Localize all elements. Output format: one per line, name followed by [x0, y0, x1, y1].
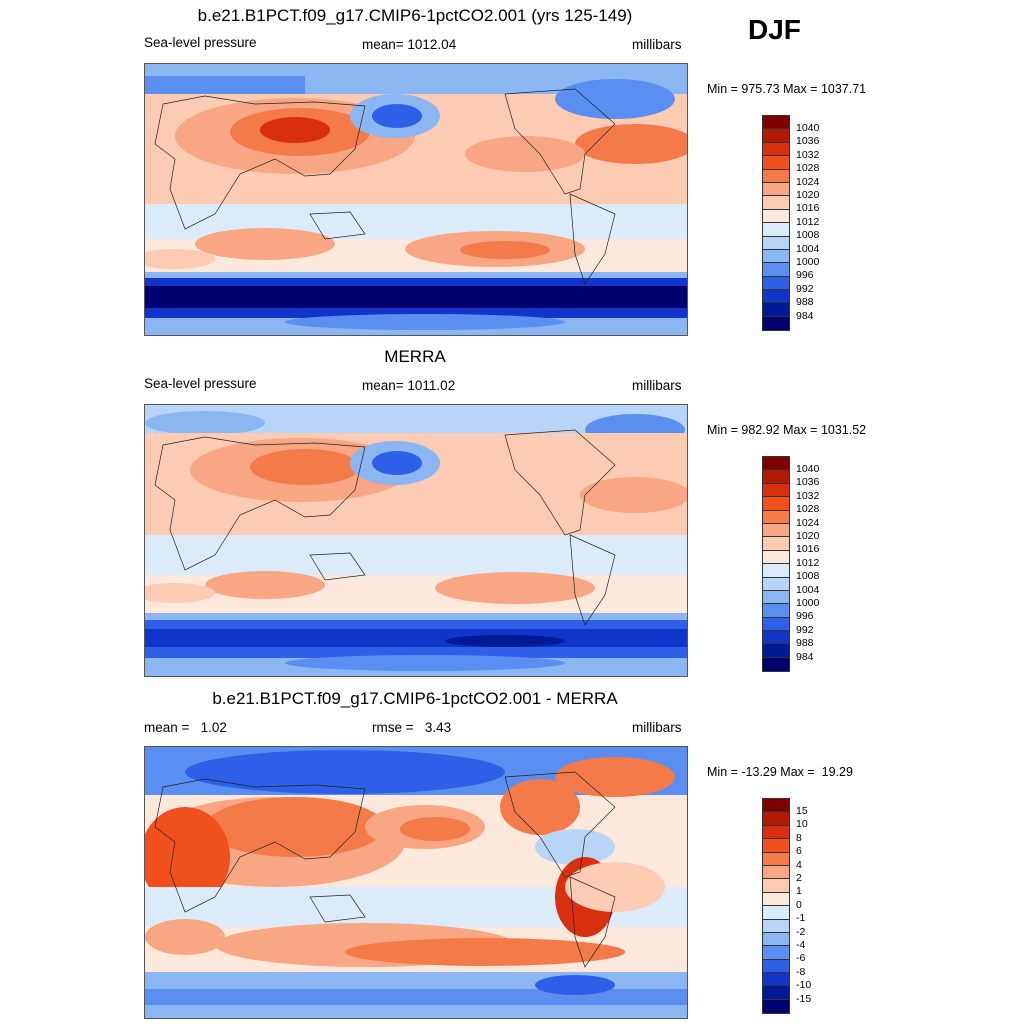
panel1-cb-label: 996	[796, 269, 814, 282]
panel2-cb-label: 1004	[796, 583, 820, 596]
panel2-map	[144, 404, 688, 677]
panel1-cb-label: 1016	[796, 202, 820, 215]
panel3-cb-label: -10	[796, 979, 812, 992]
panel1-minmax: Min = 975.73 Max = 1037.71	[707, 82, 867, 96]
panel1-cb-label: 1020	[796, 189, 820, 201]
panel2-cb-label: 996	[796, 610, 814, 623]
panel2-map-svg	[145, 405, 687, 676]
panel2-cb-label: 1016	[796, 543, 820, 556]
panel1-cb-label: 1032	[796, 148, 820, 161]
panel3-title: b.e21.B1PCT.f09_g17.CMIP6-1pctCO2.001 - …	[212, 689, 618, 708]
panel1-title: b.e21.B1PCT.f09_g17.CMIP6-1pctCO2.001 (y…	[197, 6, 633, 25]
panel3-cb-label: -2	[796, 925, 806, 938]
panel1-cb-label: 1004	[796, 242, 820, 255]
panel3-rmse-label: rmse = 3.43	[372, 720, 452, 735]
panel1-cb-label: 1036	[796, 135, 820, 148]
season-label: DJF	[748, 14, 801, 45]
panel1-cb-label: 984	[796, 309, 814, 322]
panel1-cb-label: 1012	[796, 215, 820, 228]
panel3-cb-label: -15	[796, 992, 812, 1005]
panel1-map	[144, 63, 688, 336]
panel2-cb-label: 992	[796, 623, 814, 636]
panel2-cb-label: 1020	[796, 530, 820, 542]
panel3-cb-label: -4	[796, 939, 806, 951]
panel2-minmax: Min = 982.92 Max = 1031.52	[707, 423, 867, 437]
panel3-cb-label: -8	[796, 965, 806, 978]
panel2-cb-label: 1012	[796, 556, 820, 569]
panel3-cb-label: 6	[796, 845, 802, 858]
panel3-units-label: millibars	[632, 720, 682, 735]
panel3-map	[144, 746, 688, 1019]
panel2-cb-label: 1032	[796, 489, 820, 502]
panel3-cb-label: 2	[796, 872, 802, 884]
panel2-cb-label: 1036	[796, 476, 820, 489]
panel2-cb-label: 1024	[796, 516, 820, 529]
panel2-mean-label: mean= 1011.02	[362, 378, 456, 393]
panel1-cb-label: 1000	[796, 256, 820, 268]
panel1-map-svg	[145, 64, 687, 335]
panel3-cb-label: 10	[796, 818, 808, 831]
panel3-cb-label: 15	[796, 805, 808, 817]
panel3-mean-label: mean = 1.02	[144, 720, 227, 735]
panel1-cb-label: 988	[796, 296, 814, 309]
panel1-cb-label: 1028	[796, 162, 820, 175]
panel3-colorbar	[762, 798, 790, 1015]
panel2-cb-label: 1028	[796, 503, 820, 516]
panel2-title: MERRA	[384, 347, 446, 366]
panel2-cb-label: 988	[796, 637, 814, 650]
panel1-mean-label: mean= 1012.04	[362, 37, 457, 52]
panel3-minmax: Min = -13.29 Max = 19.29	[707, 765, 853, 779]
panel2-variable-label: Sea-level pressure	[144, 376, 257, 391]
panel3-map-svg	[145, 747, 687, 1018]
panel2-cb-label: 984	[796, 650, 814, 663]
panel1-units-label: millibars	[632, 37, 682, 52]
panel2-cb-label: 1000	[796, 597, 820, 609]
panel2-colorbar	[762, 456, 790, 673]
panel2-units-label: millibars	[632, 378, 682, 393]
panel3-cb-label: 4	[796, 858, 802, 871]
panel2-cb-label: 1040	[796, 463, 820, 475]
panel1-cb-label: 1024	[796, 175, 820, 188]
panel3-cb-label: -1	[796, 912, 806, 925]
panel2-cb-label: 1008	[796, 570, 820, 583]
panel1-colorbar	[762, 115, 790, 332]
panel1-cb-label: 992	[796, 282, 814, 295]
panel3-cb-label: -6	[796, 952, 806, 965]
panel1-variable-label: Sea-level pressure	[144, 35, 257, 50]
panel1-cb-label: 1040	[796, 122, 820, 134]
panel3-cb-label: 8	[796, 831, 802, 844]
panel3-cb-label: 0	[796, 898, 802, 911]
panel1-cb-label: 1008	[796, 229, 820, 242]
panel3-cb-label: 1	[796, 885, 802, 898]
